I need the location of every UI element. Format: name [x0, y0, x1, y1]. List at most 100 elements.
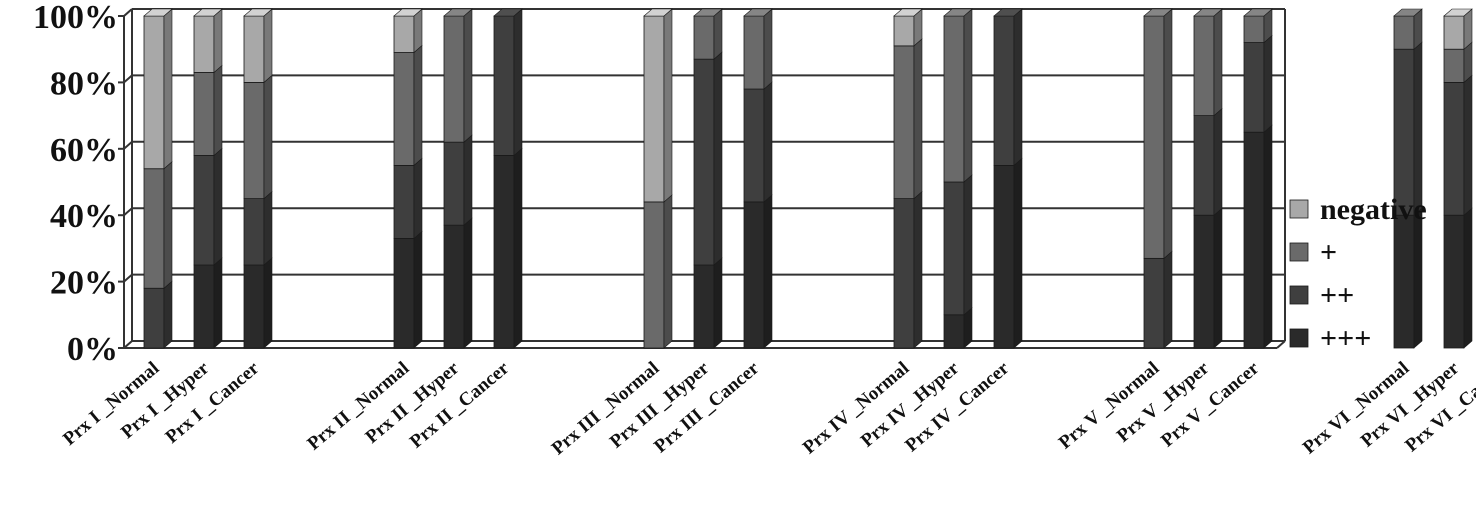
bar-segment-side: [163, 280, 173, 349]
bar-segment: [893, 198, 915, 349]
bar-segment-side: [1263, 34, 1273, 133]
bar-segment: [743, 88, 765, 203]
bar-segment: [193, 155, 215, 266]
bar-segment-side: [1013, 8, 1023, 167]
gridline-depth: [123, 74, 133, 84]
bars: [143, 8, 1473, 349]
legend-swatch: [1289, 199, 1309, 219]
bar-segment-side: [1263, 124, 1273, 349]
bar-top: [943, 8, 973, 17]
bar-segment: [743, 201, 765, 349]
bar-segment: [643, 201, 665, 349]
bar-top: [243, 8, 273, 17]
y-tick-label: 40%: [50, 198, 118, 235]
bar-segment: [393, 15, 415, 53]
bar-segment: [493, 155, 515, 349]
y-tick-labels: 0% 20% 40% 60% 80% 100%: [33, 0, 118, 368]
bar-segment-side: [463, 217, 473, 349]
bar-segment: [1243, 15, 1265, 43]
bar-segment-side: [413, 44, 423, 167]
bar-segment: [1143, 257, 1165, 349]
gridline-depth: [123, 207, 133, 216]
bar-segment: [1443, 15, 1465, 50]
bar-segment: [243, 198, 265, 266]
bar-segment: [643, 15, 665, 203]
bar-segment-side: [1413, 207, 1423, 349]
y-tick-label: 20%: [50, 265, 118, 302]
bar-segment: [193, 15, 215, 73]
bar-top: [443, 8, 473, 17]
legend-swatch: [1289, 328, 1309, 348]
bar-segment-side: [213, 147, 223, 266]
bar-segment-side: [1463, 74, 1473, 216]
bar-segment-side: [663, 8, 673, 203]
bar-segment: [243, 15, 265, 83]
bar-segment-side: [913, 38, 923, 200]
bar-segment-side: [1463, 207, 1473, 349]
bar-segment: [893, 45, 915, 200]
bar-top: [1193, 8, 1223, 17]
bar-segment: [443, 15, 465, 143]
bar-segment: [143, 287, 165, 349]
y-tick-label: 100%: [33, 0, 118, 36]
bar-segment: [143, 168, 165, 289]
bar-segment: [743, 15, 765, 90]
bar-segment: [693, 264, 715, 349]
bar-segment: [893, 15, 915, 47]
bar-segment-side: [713, 51, 723, 266]
bar-segment: [1193, 115, 1215, 216]
bar-segment-side: [1163, 250, 1173, 349]
bar-segment: [493, 15, 515, 156]
legend-label: negative: [1320, 193, 1427, 226]
bar-segment: [1193, 15, 1215, 116]
bar-segment: [193, 72, 215, 156]
bar-segment-side: [1013, 157, 1023, 349]
bar-segment: [943, 181, 965, 316]
bar-top: [993, 8, 1023, 17]
bar-segment-side: [263, 190, 273, 266]
bar-segment-side: [663, 194, 673, 349]
bar-segment-side: [263, 74, 273, 200]
bar-segment: [1443, 214, 1465, 349]
bar-segment: [393, 52, 415, 166]
bar-segment-side: [263, 8, 273, 84]
bar-segment: [1443, 48, 1465, 83]
bar-segment-side: [463, 134, 473, 226]
bar-segment: [693, 15, 715, 60]
bar-segment: [193, 264, 215, 349]
bar-segment-side: [413, 230, 423, 349]
bar-segment-side: [1213, 8, 1223, 117]
bar-top: [1243, 8, 1273, 17]
bar-segment: [443, 141, 465, 226]
bar-segment-side: [513, 147, 523, 349]
bar-segment-side: [763, 81, 773, 203]
bar-segment: [393, 164, 415, 239]
bar-segment-side: [913, 190, 923, 349]
bar-segment-side: [263, 257, 273, 349]
gridline-depth: [123, 273, 133, 283]
bar-segment: [1393, 48, 1415, 216]
bar-segment-side: [413, 157, 423, 240]
bar-segment-side: [1213, 107, 1223, 216]
bar-segment-side: [513, 8, 523, 157]
bar-segment: [943, 314, 965, 349]
legend: negative++++++: [1289, 193, 1427, 355]
bar-top: [1143, 8, 1173, 17]
legend-swatch: [1289, 285, 1309, 305]
bar-segment: [243, 82, 265, 199]
bar-top: [643, 8, 673, 17]
legend-label: +++: [1320, 322, 1371, 355]
bar-segment: [993, 15, 1015, 166]
bar-top: [143, 8, 173, 17]
bar-segment: [993, 164, 1015, 349]
bar-segment: [693, 58, 715, 266]
x-axis-depth: [1276, 340, 1286, 349]
bar-segment: [943, 15, 965, 183]
bar-segment: [243, 264, 265, 349]
legend-swatch: [1289, 242, 1309, 262]
y-tick-label: 0%: [67, 331, 118, 368]
bar-top: [1443, 8, 1473, 17]
bar-segment: [143, 15, 165, 170]
